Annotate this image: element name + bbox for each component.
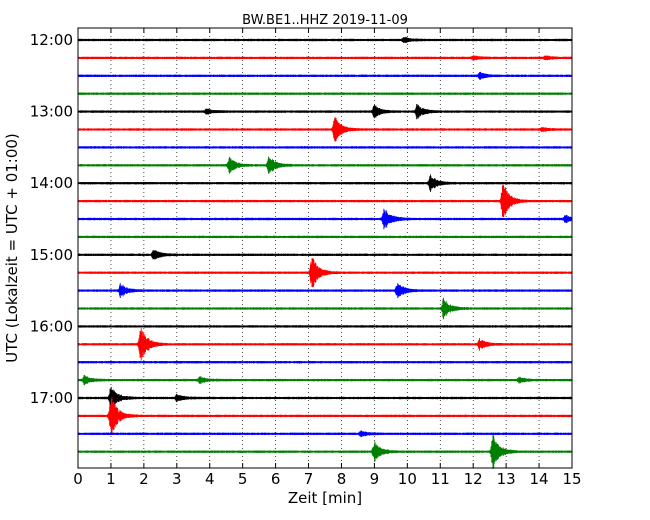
- x-tick-label: 1: [106, 470, 116, 488]
- y-axis: 12:00 13:00 14:00 15:00 16:00 17:00: [30, 31, 572, 407]
- x-tick-label: 4: [205, 470, 215, 488]
- x-tick-label: 9: [370, 470, 380, 488]
- x-tick-label: 14: [530, 470, 549, 488]
- x-tick-label: 3: [172, 470, 182, 488]
- x-tick-label: 11: [431, 470, 450, 488]
- y-tick-label: 15:00: [30, 246, 73, 264]
- y-tick-label: 17:00: [30, 389, 73, 407]
- x-tick-label: 2: [139, 470, 149, 488]
- x-tick-label: 13: [497, 470, 516, 488]
- chart-title: BW.BE1..HHZ 2019-11-09: [242, 13, 408, 28]
- x-axis-label: Zeit [min]: [288, 489, 362, 507]
- x-tick-label: 10: [398, 470, 417, 488]
- x-tick-label: 8: [337, 470, 347, 488]
- y-tick-label: 14:00: [30, 174, 73, 192]
- y-tick-label: 13:00: [30, 103, 73, 121]
- y-tick-label: 12:00: [30, 31, 73, 49]
- x-axis: 0 1 2 3 4 5 6 7 8 9 10 11 12 13 14 15: [73, 28, 582, 488]
- x-tick-label: 12: [464, 470, 483, 488]
- x-tick-label: 5: [238, 470, 248, 488]
- y-axis-label: UTC (Lokalzeit = UTC + 01:00): [3, 133, 21, 363]
- trace-area: [77, 36, 573, 469]
- x-tick-label: 7: [304, 470, 314, 488]
- y-tick-label: 16:00: [30, 317, 73, 335]
- x-tick-label: 6: [271, 470, 281, 488]
- plot-frame: [77, 27, 573, 469]
- grid: [110, 28, 540, 468]
- x-tick-label: 15: [562, 470, 581, 488]
- x-tick-label: 0: [73, 470, 83, 488]
